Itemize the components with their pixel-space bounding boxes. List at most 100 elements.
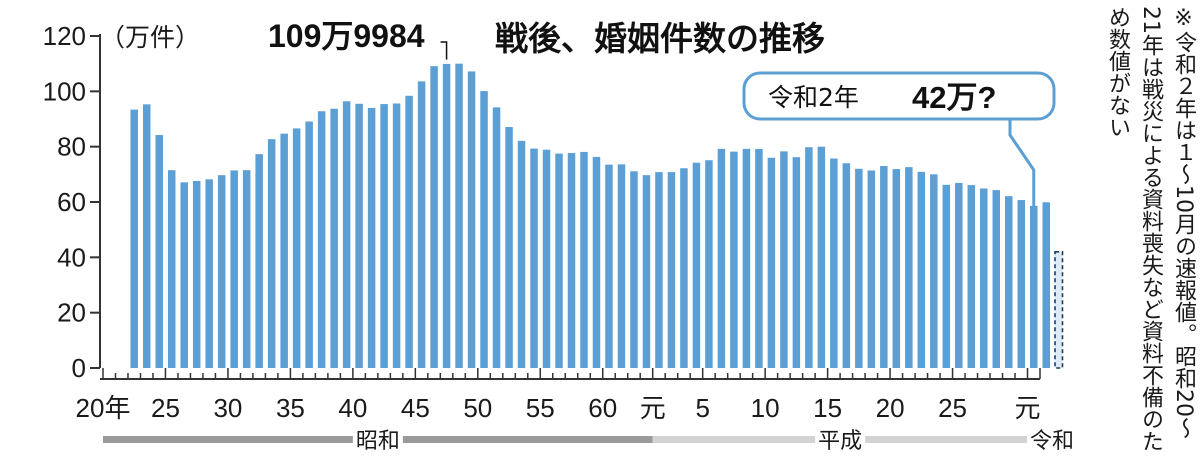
bar [180,182,188,368]
bar [430,66,438,368]
bar [417,81,426,368]
bar [842,163,851,368]
chart-canvas: 戦後、婚姻件数の推移 （万件） 0 20 40 60 80 100 120 20年 25 30 3… [42,18,1077,454]
bar [880,166,888,368]
x-tick-label: 5 [695,393,709,423]
bar [567,153,576,368]
x-tick-label: 25 [938,393,967,423]
y-tick-label: 0 [72,353,86,383]
era-label-bg [352,426,403,454]
bar [355,103,363,369]
bar [930,174,938,368]
bar [442,63,451,369]
x-tick-label: 45 [401,393,430,423]
y-tick-label: 80 [57,132,86,162]
bar [767,157,776,368]
bar [367,107,376,368]
bar [855,168,863,368]
bar [917,171,926,368]
bar [530,148,538,368]
bar [380,104,388,368]
annotations: 109万9984 令和2年 42万? [268,18,1056,246]
bar [1042,202,1050,368]
y-tick-label: 60 [57,187,86,217]
bar [242,170,251,368]
bar [867,170,876,368]
bar [330,108,338,368]
bar [217,175,226,368]
bar [992,190,1001,368]
callout-pointer [1008,119,1036,246]
x-axis: 20年 25 30 35 40 45 50 55 60 元 5 10 15 20 25 元 [76,368,1041,423]
bar [155,135,163,368]
x-tick-label: 40 [338,393,367,423]
bar [817,146,826,368]
bar [692,162,701,368]
callout-box [742,71,1056,121]
bar [317,111,326,369]
footnote-text: ※令和２年は１～10月の速報値。昭和20～21年は戦災による資料喪失など資料不備… [1105,6,1196,452]
bar [192,180,201,368]
x-tick-label: 15 [813,393,842,423]
era-label-bg [1027,426,1077,454]
era-label: 昭和 [356,429,400,454]
bar [967,185,976,368]
bar [255,154,263,368]
bar [705,160,713,368]
bars-layer [130,63,1064,369]
bar-estimate [1054,251,1064,369]
bar [592,156,601,368]
x-tick-label: 20 [876,393,905,423]
bar [205,179,213,368]
bar [1017,200,1026,368]
x-tick-label: 55 [526,393,555,423]
bar [505,127,513,368]
bar [730,151,738,368]
bar [680,168,688,368]
bar [780,151,788,368]
bar [980,188,988,368]
bar [467,71,476,368]
bar [342,101,351,368]
bar [630,171,638,368]
bar [955,182,963,368]
x-tick-label: 50 [463,393,492,423]
y-axis: 0 20 40 60 80 100 120 [43,21,101,383]
bar [605,164,613,368]
era-label-bg [815,426,866,454]
callout-value: 42万? [912,80,996,115]
bar [292,128,301,368]
bar [905,167,913,368]
bar [1005,196,1013,368]
bar [267,139,276,368]
bar [655,172,663,368]
bar [305,121,313,369]
y-tick-label: 100 [43,76,86,106]
era-label: 平成 [818,429,862,454]
x-tick-label: 20年 [76,393,131,423]
footnote: ※令和２年は１～10月の速報値。昭和20～21年は戦災による資料喪失など資料不備… [1082,6,1200,466]
bar [542,149,551,368]
callout-label: 令和2年 [768,83,859,112]
bar [792,157,801,368]
bar [142,104,151,368]
bar [617,164,626,368]
bar [392,103,401,369]
bar [167,170,176,368]
bar [755,148,763,368]
y-tick-label: 120 [43,21,86,51]
peak-annotation: 109万9984 [268,18,425,54]
bar [805,147,813,368]
bar [517,140,526,368]
bar [492,107,501,368]
bar [1030,205,1038,368]
bar [405,95,413,368]
x-tick-label: 35 [276,393,305,423]
bar [892,169,901,368]
bar [580,151,588,368]
era-bands: 昭和 平成 令和 [103,426,1077,454]
bar [455,63,463,369]
bar [942,184,951,368]
era-label: 令和 [1030,429,1074,454]
